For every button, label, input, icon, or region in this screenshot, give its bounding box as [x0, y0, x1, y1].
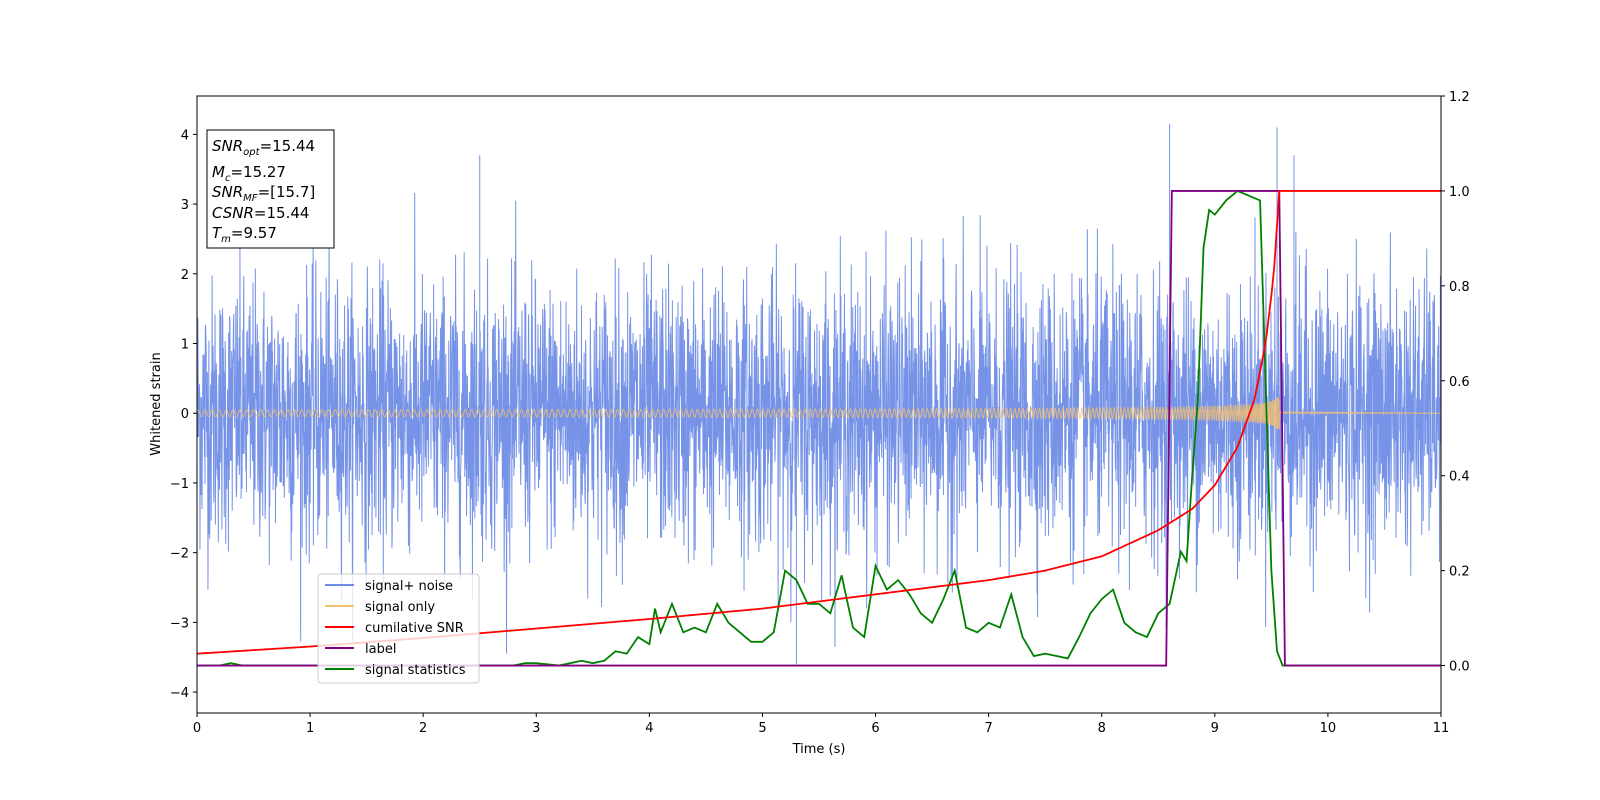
series-label-line — [197, 190, 1441, 667]
series-signal-statistics-line — [197, 189, 1441, 667]
series-signal-only-line — [197, 396, 1441, 430]
x-tick-label: 7 — [984, 721, 992, 736]
right-y-tick-label: 0.4 — [1449, 470, 1470, 485]
series-signal-noise-line — [197, 123, 1441, 665]
x-tick-label: 8 — [1098, 721, 1106, 736]
right-y-tick-label: 0.6 — [1449, 375, 1470, 390]
stat-snr-mf: SNRMF=[15.7] — [212, 183, 315, 204]
legend-label-label: label — [365, 642, 396, 657]
x-tick-label: 9 — [1211, 721, 1219, 736]
y-axis-label: Whitened strain — [149, 352, 164, 455]
left-y-tick-label: 4 — [181, 128, 189, 143]
x-axis-ticks: 0 1 2 3 4 5 6 7 8 9 10 11 — [193, 713, 1449, 736]
x-tick-label: 6 — [871, 721, 879, 736]
legend-label-signal-statistics: signal statistics — [365, 663, 466, 678]
right-y-tick-label: 0.2 — [1449, 565, 1470, 580]
left-y-axis-ticks: −4 −3 −2 −1 0 1 2 3 4 — [170, 128, 197, 701]
left-y-tick-label: −3 — [170, 616, 189, 631]
right-y-tick-label: 1.0 — [1449, 185, 1470, 200]
legend: signal+ noise signal only cumilative SNR… — [317, 573, 480, 684]
plot-frame — [196, 95, 1442, 714]
stats-box-frame — [206, 129, 335, 249]
x-tick-label: 10 — [1320, 721, 1337, 736]
left-y-tick-label: −1 — [170, 477, 189, 492]
stat-snr-opt: SNRopt=15.44 — [212, 137, 315, 158]
left-y-tick-label: 1 — [181, 337, 189, 352]
x-tick-label: 5 — [758, 721, 766, 736]
x-tick-label: 1 — [306, 721, 314, 736]
left-y-tick-label: 2 — [181, 268, 189, 283]
x-axis-label: Time (s) — [792, 742, 846, 757]
stat-mc: Mc=15.27 — [212, 163, 286, 184]
stats-box: SNRopt=15.44 Mc=15.27 SNRMF=[15.7] CSNR=… — [206, 129, 335, 249]
stat-tm: Tm=9.57 — [212, 224, 277, 245]
legend-frame — [317, 573, 480, 684]
x-tick-label: 2 — [419, 721, 427, 736]
x-tick-label: 0 — [193, 721, 201, 736]
right-y-tick-label: 0.8 — [1449, 280, 1470, 295]
x-tick-label: 11 — [1433, 721, 1450, 736]
left-y-tick-label: 3 — [181, 198, 189, 213]
x-tick-label: 3 — [532, 721, 540, 736]
right-y-axis-ticks: 0.0 0.2 0.4 0.6 0.8 1.0 1.2 — [1441, 90, 1470, 675]
legend-label-signal-noise: signal+ noise — [365, 579, 453, 594]
right-y-tick-label: 0.0 — [1449, 660, 1470, 675]
left-y-tick-label: −2 — [170, 547, 189, 562]
right-y-tick-label: 1.2 — [1449, 90, 1470, 105]
legend-label-cumulative-snr: cumilative SNR — [365, 621, 464, 636]
left-y-tick-label: 0 — [181, 407, 189, 422]
x-tick-label: 4 — [645, 721, 653, 736]
stat-csnr: CSNR=15.44 — [212, 204, 309, 222]
legend-label-signal-only: signal only — [365, 600, 435, 615]
left-y-tick-label: −4 — [170, 686, 189, 701]
